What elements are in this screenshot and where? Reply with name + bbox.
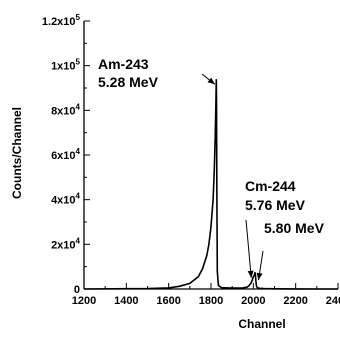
y-tick-label: 1x105 xyxy=(51,58,80,73)
tick-labels: 1200 1400 1600 1800 2000 2200 2400 0 2x104 4x104 6… xyxy=(42,13,340,307)
x-axis-title: Channel xyxy=(238,317,285,331)
annotation-arrow-head xyxy=(256,272,263,281)
x-tick-label: 2200 xyxy=(283,295,307,307)
annotation-label: Cm-244 xyxy=(245,178,296,194)
annotation-arrow-head xyxy=(247,270,254,278)
x-tick-label: 2000 xyxy=(241,295,265,307)
x-tick-label: 1200 xyxy=(72,295,96,307)
y-axis-title: Counts/Channel xyxy=(10,107,24,199)
y-tick-label: 8x104 xyxy=(51,102,80,117)
annotation-label: Am-243 xyxy=(98,56,149,72)
annotation-label: 5.80 MeV xyxy=(264,220,325,236)
x-tick-label: 1800 xyxy=(199,295,223,307)
y-tick-label: 2x104 xyxy=(51,236,80,251)
x-tick-label: 1600 xyxy=(156,295,180,307)
annotation-arrow-line xyxy=(245,219,252,278)
annotation-label: 5.28 MeV xyxy=(98,74,159,90)
x-tick-label: 2400 xyxy=(326,295,340,307)
y-tick-label: 4x104 xyxy=(51,192,80,207)
y-tick-label: 0 xyxy=(74,284,80,296)
x-tick-label: 1400 xyxy=(114,295,138,307)
peak-annotations: Am-243 5.28 MeV Cm-244 5.76 MeV 5.80 MeV xyxy=(98,56,325,281)
annotation-label: 5.76 MeV xyxy=(245,197,306,213)
y-tick-label: 1.2x105 xyxy=(42,13,81,28)
annotation-arrow-head xyxy=(207,77,215,85)
y-tick-label: 6x104 xyxy=(51,147,80,162)
spectrum-line xyxy=(83,79,338,290)
